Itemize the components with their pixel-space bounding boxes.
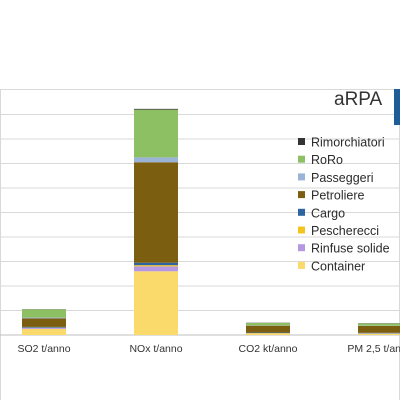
legend-swatch	[298, 191, 305, 199]
bar-segment-rinfuse-solide	[134, 266, 178, 272]
bar-segment-roro	[358, 323, 400, 326]
legend-label: Rimorchiatori	[311, 136, 385, 150]
arpa-logo: aRPA	[334, 89, 400, 125]
legend-swatch	[298, 138, 305, 145]
x-tick-label: CO2 kt/anno	[239, 343, 298, 355]
bar-segment-petroliere	[246, 325, 290, 333]
logo-mark	[394, 89, 400, 125]
bar-segment-rinfuse-solide	[22, 327, 66, 329]
legend-swatch	[298, 155, 305, 163]
legend-label: Rinfuse solide	[311, 242, 390, 256]
bar-segment-roro	[134, 109, 178, 158]
legend-swatch	[298, 173, 305, 181]
legend-swatch	[298, 261, 305, 269]
legend-label: Petroliere	[311, 189, 365, 203]
bar-segment-container	[134, 271, 178, 335]
legend-swatch	[298, 226, 305, 234]
bar-segment-petroliere	[22, 318, 66, 327]
x-tick-label: SO2 t/anno	[17, 343, 70, 355]
bar-segment-roro	[246, 322, 290, 326]
bar-segment-container	[358, 333, 400, 335]
bar-segment-container	[246, 333, 290, 335]
bar-segment-cargo	[134, 262, 178, 266]
legend-label: Passeggeri	[311, 171, 374, 185]
legend-swatch	[298, 208, 305, 216]
bar-segment-petroliere	[134, 162, 178, 263]
bar-segment-cargo	[22, 326, 66, 328]
legend-label: RoRo	[311, 153, 343, 167]
bar-segment-roro	[22, 309, 66, 318]
legend-label: Cargo	[311, 206, 345, 220]
bar-segment-passeggeri	[134, 157, 178, 163]
bar-segment-petroliere	[358, 325, 400, 333]
legend-label: Pescherecci	[311, 224, 379, 238]
bar-segment-container	[22, 328, 66, 335]
x-tick-label: PM 2,5 t/anno	[347, 343, 400, 355]
plot-frame	[0, 89, 400, 400]
legend-swatch	[298, 244, 305, 252]
bar-segment-rimorchiatori	[134, 108, 178, 110]
logo-text: aRPA	[334, 89, 383, 110]
legend-label: Container	[311, 259, 365, 273]
x-tick-label: NOx t/anno	[129, 343, 182, 355]
bar-segment-pescherecci	[134, 265, 178, 267]
bar-segment-passeggeri	[22, 317, 66, 319]
